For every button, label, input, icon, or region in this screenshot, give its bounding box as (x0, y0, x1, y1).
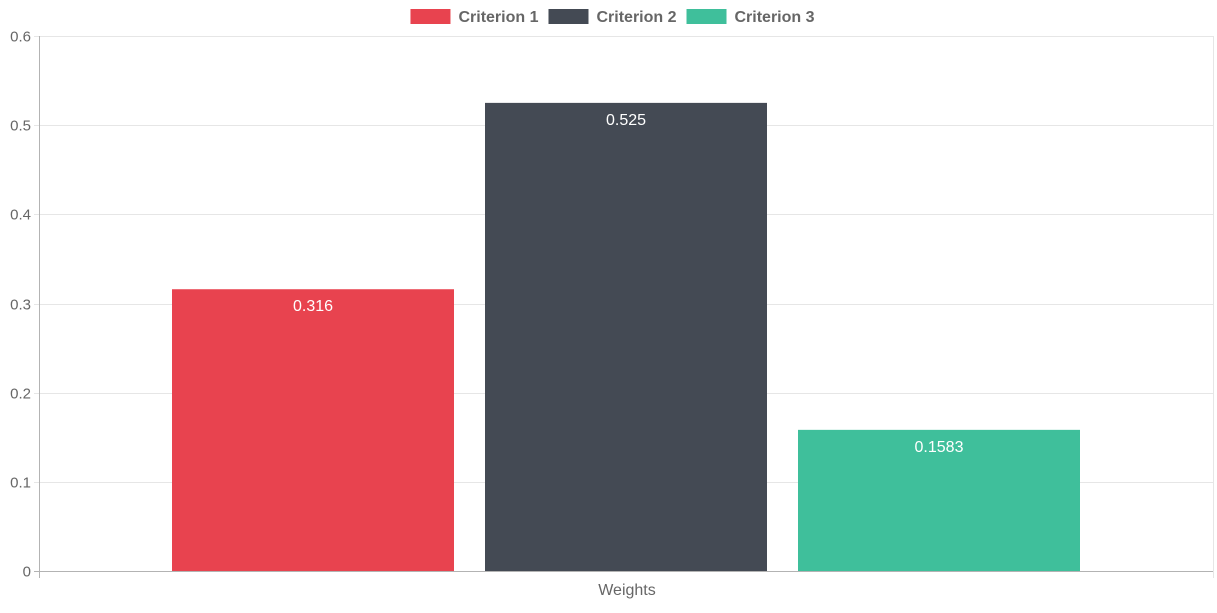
legend-label: Criterion 3 (735, 9, 815, 26)
axes: 0 0.1 0.2 0.3 0.4 0.5 0.6 Weights (10, 29, 1213, 599)
data-label: 0.316 (293, 298, 333, 315)
legend-label: Criterion 2 (596, 9, 676, 26)
data-label: 0.1583 (915, 439, 964, 456)
y-tick-label: 0.4 (10, 207, 31, 224)
y-tick-label: 0.2 (10, 386, 31, 403)
y-tick-label: 0.6 (10, 29, 31, 46)
data-labels: 0.316 0.525 0.1583 (293, 112, 964, 456)
legend-swatch (410, 9, 451, 24)
y-tick-label: 0.5 (10, 118, 31, 135)
bar-1[interactable] (172, 289, 454, 571)
legend-item-1[interactable]: Criterion 1 (410, 9, 539, 26)
y-tick-label: 0.3 (10, 297, 31, 314)
legend-swatch (686, 9, 727, 24)
legend: Criterion 1 Criterion 2 Criterion 3 (410, 9, 815, 26)
bars (172, 102, 1080, 571)
bar-3[interactable] (798, 429, 1080, 571)
y-tick-label: 0 (23, 564, 31, 581)
legend-item-2[interactable]: Criterion 2 (548, 9, 677, 26)
bar-2[interactable] (485, 102, 767, 571)
y-tick-label: 0.1 (10, 475, 31, 492)
legend-label: Criterion 1 (458, 9, 538, 26)
legend-swatch (548, 9, 589, 24)
legend-item-3[interactable]: Criterion 3 (686, 9, 815, 26)
x-tick-label: Weights (598, 582, 656, 599)
data-label: 0.525 (606, 112, 646, 129)
